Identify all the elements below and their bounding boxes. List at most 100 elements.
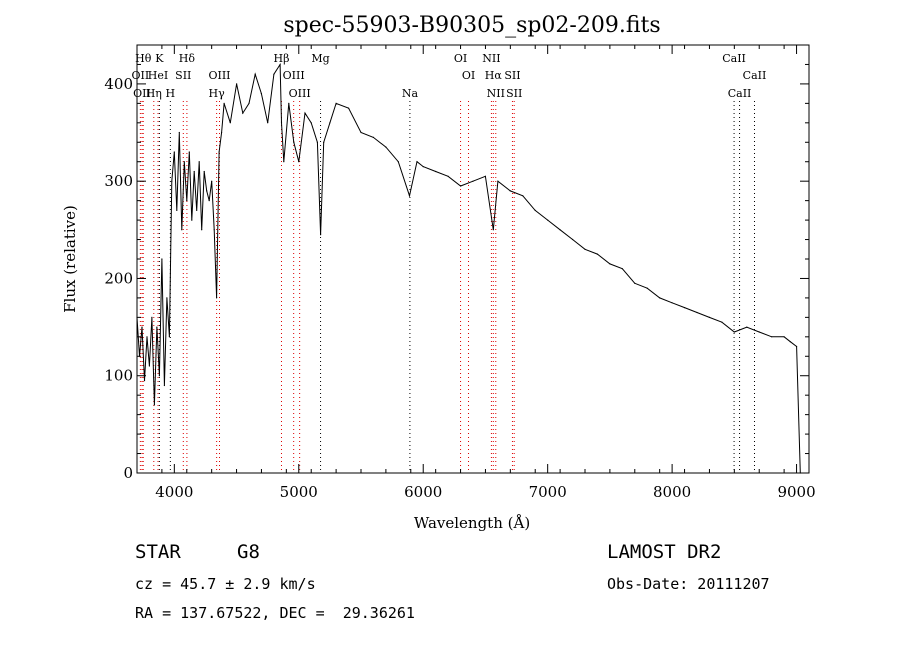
data-point-0-82	[634, 282, 636, 284]
data-point-0-89	[721, 321, 723, 323]
data-point-0-83	[646, 287, 648, 289]
data-point-0-21	[188, 151, 190, 153]
data-point-0-70	[492, 229, 494, 231]
data-point-0-31	[213, 229, 215, 231]
data-point-0-9	[158, 375, 160, 377]
data-point-0-86	[684, 307, 686, 309]
data-point-0-15	[173, 151, 175, 153]
line-label-11: OIII	[208, 69, 230, 82]
data-point-0-44	[279, 63, 281, 66]
axis-ticks: 4000 5000 6000 7000 8000 9000 0 100 200 300 400	[104, 44, 816, 501]
line-label-23: NII	[487, 87, 505, 100]
x-axis-label: Wavelength (Å)	[414, 514, 530, 532]
data-point-0-5	[148, 365, 150, 367]
data-point-0-96	[796, 345, 798, 348]
line-label-15: SII	[504, 69, 520, 82]
data-point-0-19	[183, 161, 185, 163]
data-point-0-73	[522, 195, 524, 197]
line-label-19: H	[166, 87, 176, 100]
line-label-9: HeI	[148, 69, 168, 82]
data-point-0-53	[320, 234, 322, 236]
line-label-5: OI	[454, 52, 467, 65]
data-point-0-52	[316, 141, 318, 143]
y-tick-label-4: 400	[104, 75, 133, 93]
line-label-20: Hγ	[209, 87, 226, 100]
line-label-4: Mg	[311, 52, 329, 65]
data-point-0-40	[254, 73, 256, 75]
y-tick-label-0: 0	[123, 464, 133, 482]
data-point-0-24	[196, 209, 198, 211]
data-point-0-25	[198, 161, 200, 163]
data-point-0-54	[323, 141, 325, 143]
coordinates: RA = 137.67522, DEC = 29.36261	[135, 604, 415, 622]
line-label-24: SII	[506, 87, 522, 100]
line-label-1: K	[155, 52, 164, 65]
data-point-0-76	[559, 229, 561, 231]
spectrum-chart: spec-55903-B90305_sp02-209.fits Waveleng…	[61, 13, 816, 532]
data-point-0-50	[304, 112, 306, 114]
line-label-10: SII	[175, 69, 191, 82]
data-point-0-47	[288, 102, 290, 104]
y-axis-label: Flux (relative)	[61, 205, 79, 313]
data-point-0-2	[141, 326, 143, 328]
plot-frame	[136, 44, 810, 474]
data-point-0-87	[696, 311, 698, 314]
data-point-0-68	[472, 180, 474, 182]
data-point-0-75	[547, 219, 549, 221]
spectrum-series	[136, 62, 801, 474]
data-point-0-84	[659, 297, 661, 299]
data-point-0-43	[273, 73, 275, 75]
line-label-8: OII	[132, 69, 150, 82]
data-point-0-17	[178, 131, 180, 134]
data-point-0-35	[223, 102, 225, 104]
series-line-0	[136, 62, 801, 474]
data-point-0-65	[435, 170, 437, 173]
data-point-0-12	[166, 297, 168, 299]
data-point-0-23	[193, 170, 195, 173]
data-point-0-32	[216, 297, 218, 299]
data-point-0-79	[596, 253, 599, 255]
data-point-0-57	[348, 107, 350, 109]
data-point-0-18	[181, 229, 183, 231]
data-point-0-33	[218, 151, 220, 153]
line-label-13: OI	[462, 69, 475, 82]
data-point-0-3	[143, 380, 146, 382]
data-point-0-26	[201, 229, 203, 231]
line-label-3: Hβ	[274, 52, 290, 65]
data-point-0-48	[293, 141, 295, 143]
data-point-0-36	[229, 122, 231, 124]
data-point-0-85	[671, 302, 673, 304]
data-point-0-71	[497, 180, 499, 182]
data-point-0-8	[156, 326, 158, 328]
x-tick-label-0: 4000	[155, 483, 193, 501]
data-point-0-11	[163, 384, 165, 387]
data-point-0-91	[746, 326, 748, 328]
data-point-0-62	[408, 195, 411, 197]
data-point-0-90	[733, 331, 735, 333]
data-point-0-37	[236, 83, 238, 85]
line-label-14: Hα	[485, 69, 503, 82]
data-point-0-49	[298, 161, 300, 163]
data-point-0-74	[534, 209, 536, 211]
data-point-0-60	[385, 146, 387, 148]
data-point-0-30	[211, 180, 213, 182]
data-point-0-42	[267, 122, 269, 124]
data-point-0-27	[203, 170, 205, 173]
data-point-0-6	[151, 316, 153, 318]
data-point-0-77	[572, 238, 574, 241]
data-point-0-80	[609, 263, 611, 265]
data-point-0-88	[708, 316, 711, 318]
observation-date: Obs-Date: 20111207	[607, 575, 770, 593]
redshift-value: cz = 45.7 ± 2.9 km/s	[135, 575, 316, 593]
data-point-0-67	[460, 185, 462, 187]
line-label-7: CaII	[722, 52, 746, 65]
x-tick-label-1: 5000	[280, 483, 318, 501]
data-point-0-94	[783, 336, 785, 338]
data-point-0-61	[397, 161, 399, 163]
data-point-0-14	[171, 180, 173, 182]
data-point-0-45	[280, 122, 283, 124]
line-label-17: OII	[133, 87, 151, 100]
survey-name: LAMOST DR2	[607, 541, 722, 563]
data-point-0-51	[310, 122, 312, 124]
line-label-18: Hη	[146, 87, 162, 100]
